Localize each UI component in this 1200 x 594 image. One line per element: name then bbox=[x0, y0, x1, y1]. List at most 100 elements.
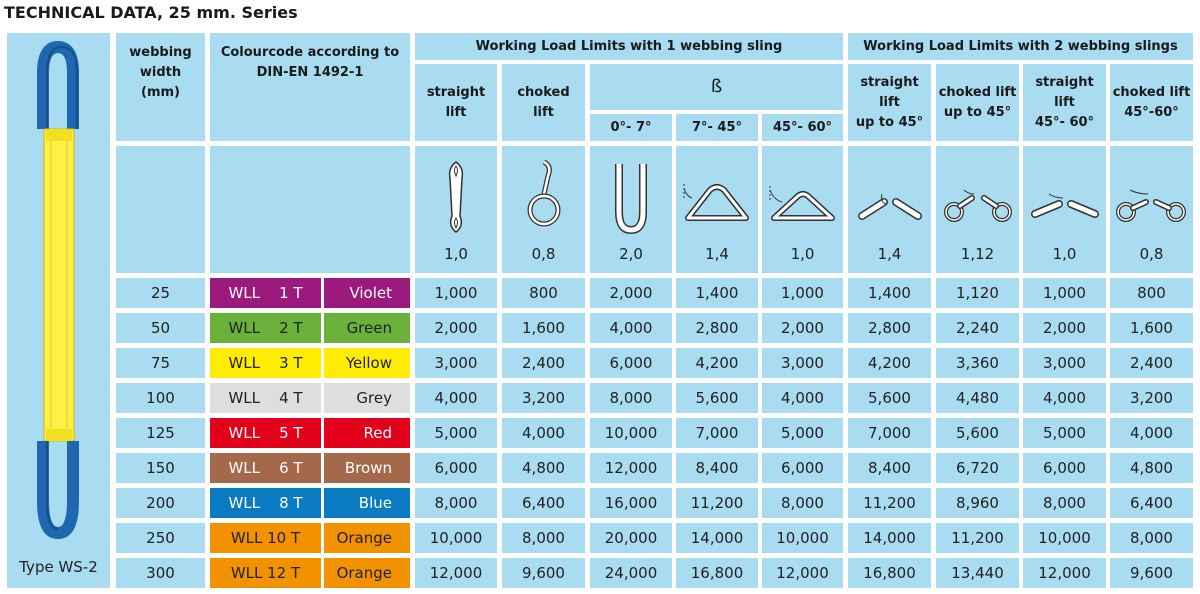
header-wll-2: Working Load Limits with 2 webbing sling… bbox=[848, 33, 1193, 60]
icon-row-blank-width bbox=[116, 146, 205, 273]
wll-value-cell: 8,000 bbox=[762, 488, 843, 518]
colour-name-cell: Violet bbox=[324, 278, 410, 308]
wll-colour-cell: WLL 1 T bbox=[210, 278, 321, 308]
two-leg-straight-45-60-icon bbox=[1031, 193, 1099, 218]
wll-value-cell: 5,600 bbox=[676, 383, 758, 413]
wll-colour-cell: WLL 5 T bbox=[210, 418, 321, 448]
wll-value-cell: 2,800 bbox=[848, 313, 931, 343]
header-wll-1: Working Load Limits with 1 webbing sling bbox=[415, 33, 843, 60]
webbing-sling-icon bbox=[37, 40, 79, 540]
wll-colour-cell: WLL 4 T bbox=[210, 383, 321, 413]
header-webbing-width-label: webbing width (mm) bbox=[129, 45, 192, 100]
webbing-width-cell: 125 bbox=[116, 418, 205, 448]
wll-value-cell: 20,000 bbox=[590, 523, 672, 553]
wll-value-cell: 2,400 bbox=[502, 348, 585, 378]
wll-value-cell: 800 bbox=[1110, 278, 1193, 308]
factor-cell-basket-45-60: 1,0 bbox=[762, 146, 843, 273]
wll-value-cell: 14,000 bbox=[676, 523, 758, 553]
straight-lift-icon bbox=[448, 161, 464, 233]
product-label: Type WS-2 bbox=[19, 558, 98, 576]
two-leg-choked-45-icon bbox=[944, 189, 1012, 222]
wll-value-cell: 5,000 bbox=[762, 418, 843, 448]
factor-basket-45-60: 1,0 bbox=[790, 245, 815, 263]
wll-value-cell: 16,800 bbox=[848, 558, 931, 588]
colour-name-cell: Yellow bbox=[324, 348, 410, 378]
wll-value-cell: 4,800 bbox=[502, 453, 585, 483]
factor-two-leg-choked-45: 1,12 bbox=[960, 245, 995, 263]
wll-value-cell: 8,000 bbox=[502, 523, 585, 553]
wll-value-cell: 5,000 bbox=[1023, 418, 1106, 448]
header-choked-lift: choked lift bbox=[502, 64, 585, 141]
colour-name-cell: Blue bbox=[324, 488, 410, 518]
wll-value-cell: 3,200 bbox=[502, 383, 585, 413]
webbing-width-cell: 25 bbox=[116, 278, 205, 308]
product-panel: Type WS-2 bbox=[7, 33, 110, 588]
factor-two-leg-straight-45: 1,4 bbox=[877, 245, 902, 263]
header-straight-lift-45-label: straight lift up to 45° bbox=[855, 74, 924, 130]
wll-value-cell: 3,200 bbox=[1110, 383, 1193, 413]
header-wll-2-label: Working Load Limits with 2 webbing sling… bbox=[863, 38, 1178, 54]
wll-value-cell: 8,000 bbox=[1023, 488, 1106, 518]
wll-value-cell: 16,000 bbox=[590, 488, 672, 518]
header-beta-label: ß bbox=[710, 76, 723, 97]
header-straight-lift: straight lift bbox=[415, 64, 497, 141]
colour-name-cell: Red bbox=[324, 418, 410, 448]
wll-value-cell: 11,200 bbox=[848, 488, 931, 518]
wll-value-cell: 12,000 bbox=[415, 558, 497, 588]
header-angle-7-45-label: 7°- 45° bbox=[691, 119, 743, 135]
wll-value-cell: 1,000 bbox=[762, 278, 843, 308]
wll-value-cell: 8,000 bbox=[590, 383, 672, 413]
wll-value-cell: 12,000 bbox=[590, 453, 672, 483]
wll-value-cell: 8,960 bbox=[936, 488, 1019, 518]
wll-value-cell: 4,000 bbox=[762, 383, 843, 413]
wll-value-cell: 2,400 bbox=[1110, 348, 1193, 378]
wll-colour-cell: WLL 3 T bbox=[210, 348, 321, 378]
colour-name-cell: Grey bbox=[324, 383, 410, 413]
header-straight-lift-45-60-label: straight lift 45°- 60° bbox=[1034, 74, 1095, 130]
webbing-width-cell: 50 bbox=[116, 313, 205, 343]
wll-value-cell: 2,000 bbox=[1023, 313, 1106, 343]
factor-cell-basket-0-7: 2,0 bbox=[590, 146, 672, 273]
wll-value-cell: 7,000 bbox=[848, 418, 931, 448]
colour-name-cell: Orange bbox=[324, 523, 410, 553]
wll-value-cell: 10,000 bbox=[1023, 523, 1106, 553]
factor-cell-straight: 1,0 bbox=[415, 146, 497, 273]
header-colourcode-label: Colourcode according to DIN-EN 1492-1 bbox=[220, 45, 400, 80]
factor-cell-choked: 0,8 bbox=[502, 146, 585, 273]
factor-cell-two-leg-choked-45: 1,12 bbox=[936, 146, 1019, 273]
wll-value-cell: 8,000 bbox=[1110, 523, 1193, 553]
wll-value-cell: 11,200 bbox=[676, 488, 758, 518]
choked-lift-icon bbox=[527, 159, 561, 227]
factor-two-leg-straight-45-60: 1,0 bbox=[1052, 245, 1077, 263]
header-straight-lift-label: straight lift bbox=[426, 84, 486, 120]
header-wll-1-label: Working Load Limits with 1 webbing sling bbox=[475, 38, 783, 54]
wll-value-cell: 3,000 bbox=[415, 348, 497, 378]
wll-value-cell: 6,400 bbox=[1110, 488, 1193, 518]
header-angle-45-60-label: 45°- 60° bbox=[772, 119, 833, 135]
wll-value-cell: 5,000 bbox=[415, 418, 497, 448]
factor-cell-two-leg-straight-45-60: 1,0 bbox=[1023, 146, 1106, 273]
wll-value-cell: 6,400 bbox=[502, 488, 585, 518]
webbing-width-cell: 100 bbox=[116, 383, 205, 413]
header-choked-lift-45: choked lift up to 45° bbox=[936, 64, 1019, 141]
wll-colour-cell: WLL 8 T bbox=[210, 488, 321, 518]
wll-value-cell: 3,000 bbox=[762, 348, 843, 378]
wll-value-cell: 1,000 bbox=[415, 278, 497, 308]
two-leg-straight-45-icon bbox=[858, 193, 922, 220]
wll-value-cell: 8,400 bbox=[848, 453, 931, 483]
wll-value-cell: 2,240 bbox=[936, 313, 1019, 343]
webbing-width-cell: 300 bbox=[116, 558, 205, 588]
factor-basket-7-45: 1,4 bbox=[705, 245, 729, 263]
basket-45-60-icon bbox=[769, 186, 835, 221]
wll-value-cell: 16,800 bbox=[676, 558, 758, 588]
colour-name-cell: Orange bbox=[324, 558, 410, 588]
icon-row-blank-colour bbox=[210, 146, 410, 273]
wll-value-cell: 2,000 bbox=[762, 313, 843, 343]
wll-value-cell: 12,000 bbox=[762, 558, 843, 588]
wll-colour-cell: WLL 10 T bbox=[210, 523, 321, 553]
wll-value-cell: 2,000 bbox=[415, 313, 497, 343]
header-choked-lift-label: choked lift bbox=[517, 84, 570, 120]
wll-value-cell: 24,000 bbox=[590, 558, 672, 588]
wll-value-cell: 4,000 bbox=[590, 313, 672, 343]
header-straight-lift-45: straight lift up to 45° bbox=[848, 64, 931, 141]
